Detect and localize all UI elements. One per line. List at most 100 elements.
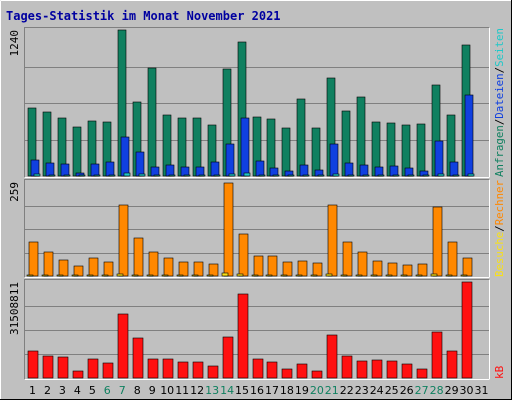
bar <box>280 274 288 277</box>
legend-entry: / <box>493 67 506 73</box>
bar <box>198 174 206 177</box>
bar <box>117 313 129 379</box>
bar <box>449 161 459 177</box>
day-label: 23 <box>355 384 369 397</box>
bar <box>153 174 161 177</box>
legend-entry: kB <box>493 365 506 379</box>
bar <box>222 336 234 379</box>
bar <box>402 264 413 277</box>
bar <box>310 274 318 277</box>
bar <box>377 174 385 177</box>
bar <box>327 204 338 277</box>
bar <box>135 151 145 177</box>
bar <box>243 172 251 177</box>
day-label: 17 <box>265 384 279 397</box>
bar <box>344 162 354 177</box>
bar <box>132 337 144 379</box>
plot-area: 1240Anfragen/Dateien/Seiten259Besuche/Re… <box>8 27 506 397</box>
bar <box>252 358 264 379</box>
bar <box>101 274 109 277</box>
bar <box>437 173 445 177</box>
bar <box>148 251 159 277</box>
bar <box>168 174 176 177</box>
series-kb <box>27 281 473 379</box>
bar <box>266 118 276 177</box>
bar <box>123 172 131 177</box>
right-legend-top: Anfragen/Dateien/Seiten <box>493 28 506 177</box>
bar <box>407 174 415 177</box>
bar <box>417 263 428 277</box>
bar <box>362 174 370 177</box>
bar <box>150 166 160 177</box>
bar <box>258 174 266 177</box>
bar <box>342 241 353 277</box>
bar <box>45 162 55 177</box>
bar <box>416 368 428 379</box>
bar <box>240 117 250 177</box>
bar <box>432 206 443 277</box>
bar <box>237 293 249 379</box>
bar <box>281 127 291 177</box>
bar <box>401 363 413 379</box>
legend-entry: / <box>493 225 506 231</box>
bar <box>251 274 259 277</box>
bar <box>28 241 39 277</box>
bar <box>430 273 438 277</box>
bar <box>422 174 430 177</box>
panel-bottom: 31508811 kB <box>8 279 506 380</box>
series-seiten <box>33 172 475 177</box>
series-rechner <box>26 272 468 277</box>
bar <box>180 166 190 177</box>
bar <box>108 174 116 177</box>
day-label: 19 <box>295 384 309 397</box>
day-label: 8 <box>134 384 141 397</box>
bar <box>193 261 204 277</box>
bar <box>446 350 458 379</box>
bar <box>30 159 40 177</box>
day-label: 3 <box>59 384 66 397</box>
bar <box>374 166 384 177</box>
bar <box>392 174 400 177</box>
bar <box>86 274 94 277</box>
bar <box>461 281 473 379</box>
bar <box>93 174 101 177</box>
bar <box>102 362 114 379</box>
legend-entry: Rechner <box>493 180 506 226</box>
bar <box>340 274 348 277</box>
bar <box>78 174 86 177</box>
bar <box>462 257 473 277</box>
bar <box>176 274 184 277</box>
day-label: 24 <box>370 384 384 397</box>
bar <box>177 361 189 379</box>
bar <box>452 174 460 177</box>
bar <box>371 359 383 379</box>
series-besuche <box>28 182 473 277</box>
bar <box>60 163 70 177</box>
bar <box>57 356 69 379</box>
bar <box>355 274 363 277</box>
day-label: 16 <box>250 384 264 397</box>
bar <box>161 274 169 277</box>
bar <box>386 360 398 379</box>
day-label: 20 <box>310 384 324 397</box>
bar <box>207 365 219 379</box>
day-label: 6 <box>104 384 111 397</box>
bar <box>56 274 64 277</box>
bar <box>147 67 157 177</box>
bar <box>192 361 204 379</box>
series-dateien <box>30 94 474 177</box>
bar <box>163 257 174 277</box>
bar <box>267 255 278 277</box>
legend-entry: Anfragen <box>493 125 506 177</box>
bar <box>90 163 100 177</box>
bar <box>42 355 54 379</box>
bar <box>265 274 273 277</box>
bar <box>147 358 159 379</box>
bar <box>312 262 323 277</box>
day-label: 5 <box>89 384 96 397</box>
bar <box>138 173 146 177</box>
bar <box>162 358 174 379</box>
bar <box>206 274 214 277</box>
bar <box>71 274 79 277</box>
bar <box>311 370 323 379</box>
